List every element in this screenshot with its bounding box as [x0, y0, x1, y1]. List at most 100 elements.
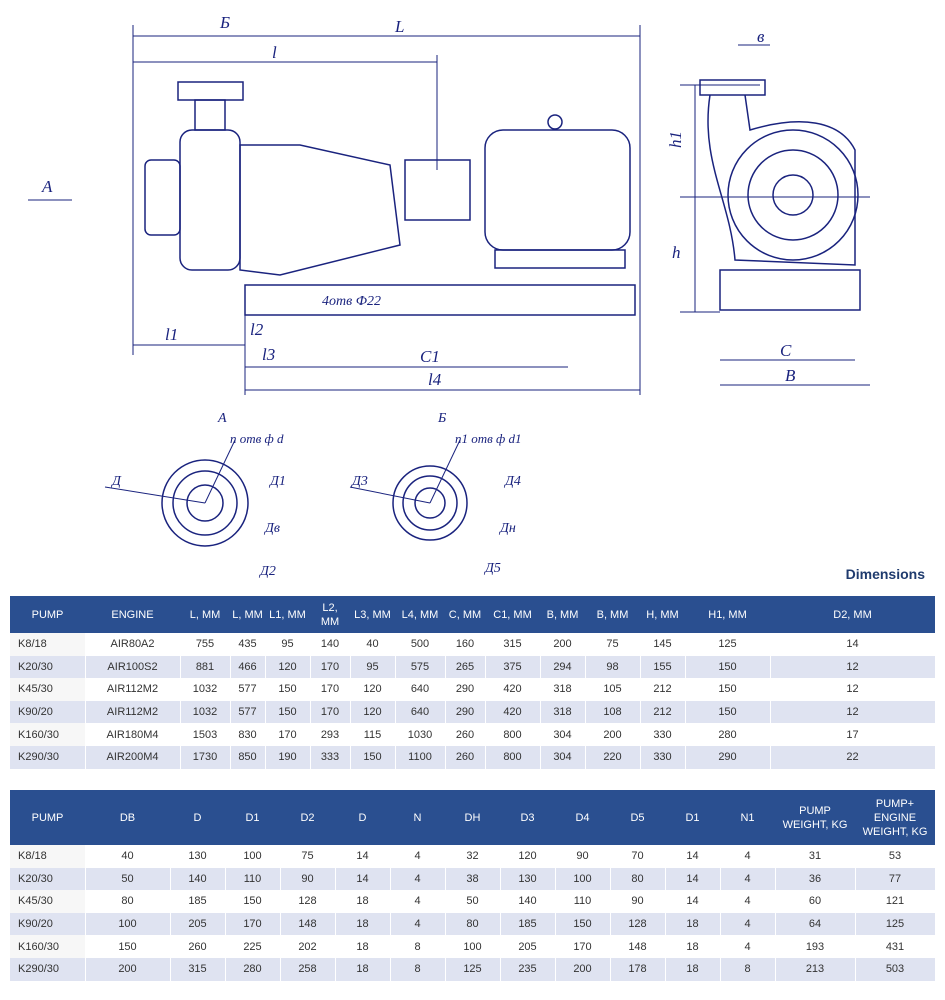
table-cell: K8/18: [10, 633, 86, 656]
table-cell: 265: [445, 655, 486, 679]
table-cell: 850: [230, 745, 266, 769]
label-h: h: [672, 243, 681, 262]
table-cell: 22: [770, 745, 936, 769]
table-cell: 4: [720, 912, 776, 936]
column-header: D2: [280, 790, 335, 845]
table-cell: 280: [685, 723, 771, 746]
label-D5: Д5: [483, 561, 501, 576]
column-header: PUMP WEIGHT, KG: [775, 790, 855, 845]
pump-front-view: [699, 79, 861, 311]
table-cell: 260: [445, 745, 486, 769]
table-cell: 4: [390, 845, 446, 868]
table-cell: K290/30: [10, 957, 86, 981]
table-cell: 318: [540, 678, 586, 701]
table-cell: 90: [280, 867, 336, 891]
table-cell: 95: [265, 633, 311, 656]
table-cell: 200: [85, 957, 171, 981]
table-cell: 155: [640, 655, 686, 679]
table-cell: 36: [775, 867, 856, 891]
table-cell: 75: [585, 633, 641, 656]
table-cell: 202: [280, 935, 336, 958]
table-cell: 260: [445, 723, 486, 746]
table-row: K90/20 100 205 170 148 18 4 80 185 150 128 18 4 64 125: [10, 912, 936, 936]
flange-weight-table: PUMP DB D D1 D2 D N DH D3 D4 D5 D1 N1 PUMP WEIGHT, KG…: [10, 790, 936, 981]
table-cell: 503: [855, 957, 936, 981]
table-cell: 140: [500, 890, 556, 913]
table-cell: 120: [265, 655, 311, 679]
table-cell: 105: [585, 678, 641, 701]
column-header: L, MM: [180, 596, 230, 633]
table-cell: 8: [390, 957, 446, 981]
table-cell: 18: [335, 957, 391, 981]
table-cell: 60: [775, 890, 856, 913]
table-cell: 90: [555, 845, 611, 868]
table-cell: 17: [770, 723, 936, 746]
table-cell: 18: [665, 957, 721, 981]
table-cell: 290: [685, 745, 771, 769]
table-cell: 145: [640, 633, 686, 656]
label-view-b: Б: [437, 411, 446, 426]
table-cell: 90: [610, 890, 666, 913]
table-row: K8/18 AIR80A2 755 435 95 140 40 500 160 315 200 75 1…: [10, 633, 936, 656]
label-n-holes-d: n отв ф d: [230, 431, 284, 446]
table-cell: 315: [170, 957, 226, 981]
table-cell: AIR200M4: [85, 745, 181, 769]
table-cell: K160/30: [10, 723, 86, 746]
column-header: DH: [445, 790, 500, 845]
table-cell: 12: [770, 655, 936, 679]
table-cell: 333: [310, 745, 351, 769]
table-cell: AIR80A2: [85, 633, 181, 656]
table-row: K290/30 AIR200M4 1730 850 190 333 150 1100 260 80…: [10, 745, 936, 769]
table-cell: 14: [665, 845, 721, 868]
table-cell: 4: [390, 912, 446, 936]
table-cell: 315: [485, 633, 541, 656]
table-cell: 466: [230, 655, 266, 679]
table-cell: 125: [685, 633, 771, 656]
column-header: L3, MM: [350, 596, 395, 633]
table-cell: 830: [230, 723, 266, 746]
table-cell: 4: [720, 845, 776, 868]
table-cell: 1030: [395, 723, 446, 746]
table-cell: 160: [445, 633, 486, 656]
label-l3: l3: [262, 345, 275, 364]
table-cell: 304: [540, 723, 586, 746]
column-header: D1: [225, 790, 280, 845]
table-cell: 120: [500, 845, 556, 868]
table-cell: K20/30: [10, 655, 86, 679]
table-cell: 4: [720, 890, 776, 913]
table-cell: 330: [640, 723, 686, 746]
label-DH: Дн: [498, 521, 516, 536]
table-cell: 8: [390, 935, 446, 958]
column-header: D: [170, 790, 225, 845]
table-cell: 178: [610, 957, 666, 981]
label-L: L: [394, 17, 404, 36]
table-cell: 12: [770, 678, 936, 701]
table-cell: 200: [555, 957, 611, 981]
table-cell: 120: [350, 678, 396, 701]
column-header: L1, MM: [265, 596, 310, 633]
table-cell: 70: [610, 845, 666, 868]
label-D3: Д3: [350, 474, 368, 489]
table-cell: 18: [335, 912, 391, 936]
label-D1: Д1: [268, 474, 286, 489]
column-header: N1: [720, 790, 775, 845]
table-cell: 220: [585, 745, 641, 769]
table-cell: 170: [265, 723, 311, 746]
table-cell: 280: [225, 957, 281, 981]
table-cell: 170: [225, 912, 281, 936]
dimensions-title: Dimensions: [845, 566, 925, 582]
table-cell: 200: [540, 633, 586, 656]
table-cell: 205: [500, 935, 556, 958]
dimension-lines: [28, 25, 870, 395]
table-cell: 205: [170, 912, 226, 936]
table-cell: 100: [555, 867, 611, 891]
table-cell: 577: [230, 678, 266, 701]
table-cell: 4: [390, 890, 446, 913]
label-view-a: А: [217, 411, 227, 426]
table-cell: 108: [585, 700, 641, 724]
table-cell: 120: [350, 700, 396, 724]
table-cell: 294: [540, 655, 586, 679]
table-cell: K45/30: [10, 678, 86, 701]
label-C1: C1: [420, 347, 440, 366]
table-cell: 150: [225, 890, 281, 913]
